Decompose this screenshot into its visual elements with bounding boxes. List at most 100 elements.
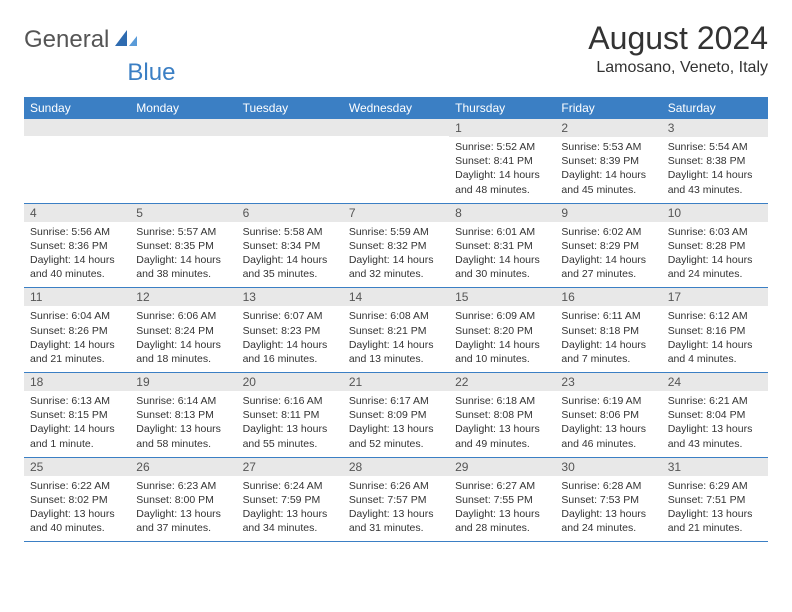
calendar-cell: 21Sunrise: 6:17 AMSunset: 8:09 PMDayligh…	[343, 373, 449, 458]
sunset-text: Sunset: 8:34 PM	[243, 239, 337, 253]
daylight-text: Daylight: 14 hours and 38 minutes.	[136, 253, 230, 281]
day-content: Sunrise: 6:13 AMSunset: 8:15 PMDaylight:…	[24, 391, 130, 457]
calendar-row: 1Sunrise: 5:52 AMSunset: 8:41 PMDaylight…	[24, 119, 768, 203]
day-content: Sunrise: 6:06 AMSunset: 8:24 PMDaylight:…	[130, 306, 236, 372]
daylight-text: Daylight: 13 hours and 37 minutes.	[136, 507, 230, 535]
calendar-cell: 17Sunrise: 6:12 AMSunset: 8:16 PMDayligh…	[662, 288, 768, 373]
day-number: 4	[24, 204, 130, 222]
calendar-row: 4Sunrise: 5:56 AMSunset: 8:36 PMDaylight…	[24, 203, 768, 288]
daylight-text: Daylight: 14 hours and 32 minutes.	[349, 253, 443, 281]
sunset-text: Sunset: 8:08 PM	[455, 408, 549, 422]
daylight-text: Daylight: 13 hours and 49 minutes.	[455, 422, 549, 450]
calendar-cell	[130, 119, 236, 203]
calendar-cell: 2Sunrise: 5:53 AMSunset: 8:39 PMDaylight…	[555, 119, 661, 203]
calendar-cell: 24Sunrise: 6:21 AMSunset: 8:04 PMDayligh…	[662, 373, 768, 458]
day-number	[130, 119, 236, 136]
calendar-cell: 8Sunrise: 6:01 AMSunset: 8:31 PMDaylight…	[449, 203, 555, 288]
sunrise-text: Sunrise: 6:14 AM	[136, 394, 230, 408]
sunrise-text: Sunrise: 6:08 AM	[349, 309, 443, 323]
sunset-text: Sunset: 8:26 PM	[30, 324, 124, 338]
day-number: 13	[237, 288, 343, 306]
sunrise-text: Sunrise: 6:27 AM	[455, 479, 549, 493]
calendar-body: 1Sunrise: 5:52 AMSunset: 8:41 PMDaylight…	[24, 119, 768, 542]
daylight-text: Daylight: 14 hours and 21 minutes.	[30, 338, 124, 366]
sunrise-text: Sunrise: 6:01 AM	[455, 225, 549, 239]
day-number: 17	[662, 288, 768, 306]
day-number: 22	[449, 373, 555, 391]
day-header-wed: Wednesday	[343, 97, 449, 119]
calendar-cell	[24, 119, 130, 203]
day-number: 5	[130, 204, 236, 222]
sunset-text: Sunset: 8:28 PM	[668, 239, 762, 253]
day-content: Sunrise: 6:21 AMSunset: 8:04 PMDaylight:…	[662, 391, 768, 457]
day-number: 7	[343, 204, 449, 222]
daylight-text: Daylight: 13 hours and 43 minutes.	[668, 422, 762, 450]
daylight-text: Daylight: 14 hours and 16 minutes.	[243, 338, 337, 366]
sunrise-text: Sunrise: 6:28 AM	[561, 479, 655, 493]
day-content: Sunrise: 6:22 AMSunset: 8:02 PMDaylight:…	[24, 476, 130, 542]
calendar-cell: 13Sunrise: 6:07 AMSunset: 8:23 PMDayligh…	[237, 288, 343, 373]
sunset-text: Sunset: 8:29 PM	[561, 239, 655, 253]
calendar-cell: 4Sunrise: 5:56 AMSunset: 8:36 PMDaylight…	[24, 203, 130, 288]
sunrise-text: Sunrise: 6:17 AM	[349, 394, 443, 408]
sunrise-text: Sunrise: 5:52 AM	[455, 140, 549, 154]
sunrise-text: Sunrise: 5:53 AM	[561, 140, 655, 154]
sunrise-text: Sunrise: 5:57 AM	[136, 225, 230, 239]
calendar-row: 18Sunrise: 6:13 AMSunset: 8:15 PMDayligh…	[24, 373, 768, 458]
calendar-row: 11Sunrise: 6:04 AMSunset: 8:26 PMDayligh…	[24, 288, 768, 373]
daylight-text: Daylight: 13 hours and 28 minutes.	[455, 507, 549, 535]
sunset-text: Sunset: 8:16 PM	[668, 324, 762, 338]
logo-text-general: General	[24, 26, 109, 54]
month-title: August 2024	[588, 20, 768, 57]
day-number: 23	[555, 373, 661, 391]
day-content: Sunrise: 6:01 AMSunset: 8:31 PMDaylight:…	[449, 222, 555, 288]
day-number	[24, 119, 130, 136]
sunset-text: Sunset: 7:57 PM	[349, 493, 443, 507]
day-number: 16	[555, 288, 661, 306]
day-number: 29	[449, 458, 555, 476]
calendar-cell: 1Sunrise: 5:52 AMSunset: 8:41 PMDaylight…	[449, 119, 555, 203]
day-content: Sunrise: 6:28 AMSunset: 7:53 PMDaylight:…	[555, 476, 661, 542]
day-header-mon: Monday	[130, 97, 236, 119]
sunrise-text: Sunrise: 6:04 AM	[30, 309, 124, 323]
daylight-text: Daylight: 14 hours and 18 minutes.	[136, 338, 230, 366]
sunset-text: Sunset: 8:13 PM	[136, 408, 230, 422]
sunrise-text: Sunrise: 6:23 AM	[136, 479, 230, 493]
daylight-text: Daylight: 13 hours and 34 minutes.	[243, 507, 337, 535]
day-number	[237, 119, 343, 136]
sunset-text: Sunset: 7:59 PM	[243, 493, 337, 507]
daylight-text: Daylight: 13 hours and 58 minutes.	[136, 422, 230, 450]
calendar-cell: 10Sunrise: 6:03 AMSunset: 8:28 PMDayligh…	[662, 203, 768, 288]
sunset-text: Sunset: 8:39 PM	[561, 154, 655, 168]
day-content: Sunrise: 6:16 AMSunset: 8:11 PMDaylight:…	[237, 391, 343, 457]
day-content: Sunrise: 6:17 AMSunset: 8:09 PMDaylight:…	[343, 391, 449, 457]
calendar-cell	[343, 119, 449, 203]
sunset-text: Sunset: 8:15 PM	[30, 408, 124, 422]
day-number: 2	[555, 119, 661, 137]
calendar-cell	[237, 119, 343, 203]
sunrise-text: Sunrise: 5:59 AM	[349, 225, 443, 239]
calendar-cell: 26Sunrise: 6:23 AMSunset: 8:00 PMDayligh…	[130, 457, 236, 542]
day-content	[130, 136, 236, 190]
logo-text-blue: Blue	[127, 59, 175, 87]
sunset-text: Sunset: 7:53 PM	[561, 493, 655, 507]
day-content: Sunrise: 6:14 AMSunset: 8:13 PMDaylight:…	[130, 391, 236, 457]
day-content: Sunrise: 6:27 AMSunset: 7:55 PMDaylight:…	[449, 476, 555, 542]
day-content: Sunrise: 5:58 AMSunset: 8:34 PMDaylight:…	[237, 222, 343, 288]
sunset-text: Sunset: 8:21 PM	[349, 324, 443, 338]
day-number: 10	[662, 204, 768, 222]
calendar-cell: 22Sunrise: 6:18 AMSunset: 8:08 PMDayligh…	[449, 373, 555, 458]
sunset-text: Sunset: 8:36 PM	[30, 239, 124, 253]
day-header-sat: Saturday	[662, 97, 768, 119]
calendar-cell: 15Sunrise: 6:09 AMSunset: 8:20 PMDayligh…	[449, 288, 555, 373]
sunrise-text: Sunrise: 6:13 AM	[30, 394, 124, 408]
day-content	[24, 136, 130, 190]
sunrise-text: Sunrise: 6:29 AM	[668, 479, 762, 493]
calendar-cell: 29Sunrise: 6:27 AMSunset: 7:55 PMDayligh…	[449, 457, 555, 542]
calendar-cell: 6Sunrise: 5:58 AMSunset: 8:34 PMDaylight…	[237, 203, 343, 288]
daylight-text: Daylight: 14 hours and 10 minutes.	[455, 338, 549, 366]
day-number: 3	[662, 119, 768, 137]
sunset-text: Sunset: 8:32 PM	[349, 239, 443, 253]
day-header-fri: Friday	[555, 97, 661, 119]
calendar-cell: 18Sunrise: 6:13 AMSunset: 8:15 PMDayligh…	[24, 373, 130, 458]
